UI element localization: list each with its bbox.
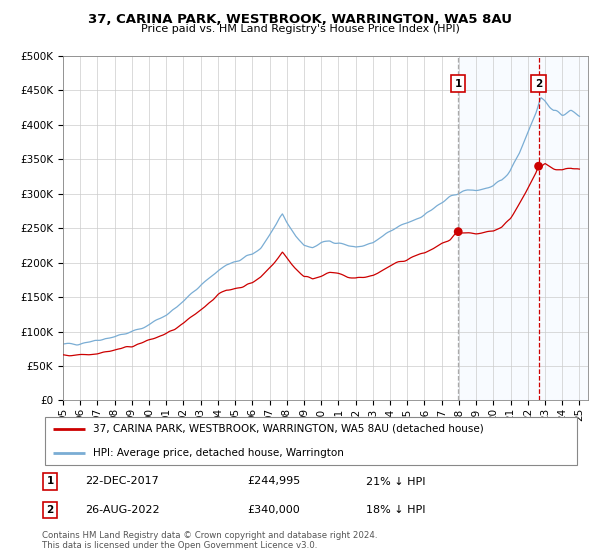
- FancyBboxPatch shape: [45, 417, 577, 465]
- Text: 2: 2: [46, 505, 54, 515]
- Point: [454, 227, 463, 236]
- Text: £244,995: £244,995: [247, 477, 301, 487]
- Text: Price paid vs. HM Land Registry's House Price Index (HPI): Price paid vs. HM Land Registry's House …: [140, 24, 460, 34]
- Text: 22-DEC-2017: 22-DEC-2017: [85, 477, 159, 487]
- Text: Contains HM Land Registry data © Crown copyright and database right 2024.
This d: Contains HM Land Registry data © Crown c…: [42, 531, 377, 550]
- Text: 18% ↓ HPI: 18% ↓ HPI: [366, 505, 425, 515]
- Point: [534, 162, 544, 171]
- Bar: [458, 56, 588, 400]
- Text: HPI: Average price, detached house, Warrington: HPI: Average price, detached house, Warr…: [94, 448, 344, 458]
- Text: 26-AUG-2022: 26-AUG-2022: [85, 505, 160, 515]
- Text: £340,000: £340,000: [247, 505, 300, 515]
- Text: 37, CARINA PARK, WESTBROOK, WARRINGTON, WA5 8AU: 37, CARINA PARK, WESTBROOK, WARRINGTON, …: [88, 13, 512, 26]
- Text: 1: 1: [46, 477, 54, 487]
- Text: 2: 2: [535, 78, 542, 88]
- Text: 1: 1: [455, 78, 462, 88]
- Text: 21% ↓ HPI: 21% ↓ HPI: [366, 477, 425, 487]
- Text: 37, CARINA PARK, WESTBROOK, WARRINGTON, WA5 8AU (detached house): 37, CARINA PARK, WESTBROOK, WARRINGTON, …: [94, 424, 484, 434]
